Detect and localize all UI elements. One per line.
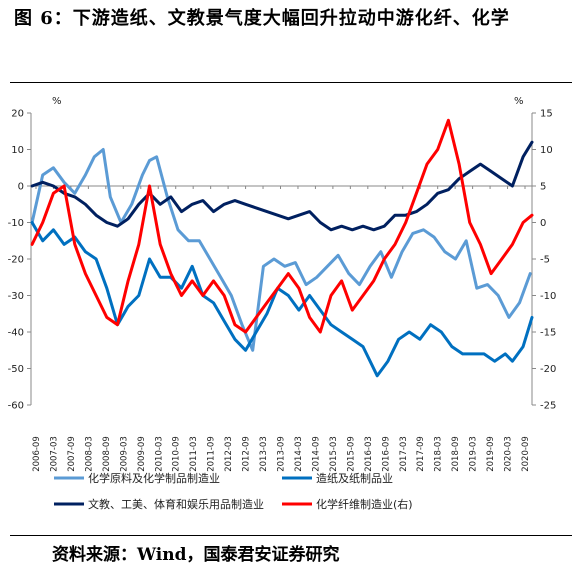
x-tick-label: 2016-03 <box>364 436 374 472</box>
series-line-3 <box>30 140 534 232</box>
left-tick-label: -30 <box>8 291 24 302</box>
x-tick-label: 2013-03 <box>259 436 269 472</box>
legend-label: 化学原料及化学制品制造业 <box>88 471 220 485</box>
x-tick-label: 2016-09 <box>381 436 391 472</box>
x-tick-label: 2009-09 <box>137 436 147 472</box>
line-chart: 20 10 0 -10 -20 -30 -40 -50 -60 15 10 5 0 -5 -10 -15 -20… <box>8 96 557 511</box>
right-tick-label: 15 <box>540 109 553 120</box>
x-tick-label: 2010-09 <box>172 436 182 472</box>
legend-label: 造纸及纸制品业 <box>316 471 393 485</box>
x-tick-label: 2015-09 <box>346 436 356 472</box>
x-tick-label: 2010-03 <box>154 436 164 472</box>
x-tick-label: 2012-03 <box>224 436 234 472</box>
right-tick-label: -25 <box>540 401 556 412</box>
x-tick-label: 2006-09 <box>32 436 42 472</box>
figure-source: 资料来源：Wind，国泰君安证券研究 <box>52 545 340 565</box>
x-tick-label: 2011-09 <box>207 436 217 472</box>
right-tick-label: -10 <box>540 291 556 302</box>
x-tick-label: 2008-09 <box>102 436 112 472</box>
x-tick-label: 2019-09 <box>486 436 496 472</box>
legend-label: 化学纤维制造业(右) <box>316 497 413 511</box>
x-tick-label: 2018-09 <box>451 436 461 472</box>
right-tick-label: 5 <box>540 182 546 193</box>
x-tick-label: 2008-03 <box>84 436 94 472</box>
x-tick-label: 2007-03 <box>49 436 59 472</box>
x-tick-label: 2019-03 <box>469 436 479 472</box>
left-tick-label: 10 <box>11 145 24 156</box>
right-tick-label: -5 <box>540 255 550 266</box>
series-line-2 <box>30 221 534 378</box>
x-tick-label: 2014-03 <box>294 436 304 472</box>
right-tick-label: 0 <box>540 218 546 229</box>
source-divider <box>10 535 572 536</box>
left-tick-label: 0 <box>18 182 24 193</box>
x-tick-label: 2014-09 <box>311 436 321 472</box>
series-line-4 <box>30 118 534 334</box>
x-tick-label: 2017-03 <box>399 436 409 472</box>
left-tick-label: -50 <box>8 364 24 375</box>
x-tick-label: 2020-03 <box>504 436 514 472</box>
x-tick-label: 2013-09 <box>277 436 287 472</box>
chart-axes: 20 10 0 -10 -20 -30 -40 -50 -60 15 10 5 0 -5 -10 -15 -20… <box>8 96 557 472</box>
title-divider <box>10 82 572 83</box>
left-unit-label: % <box>52 96 62 107</box>
x-tick-label: 2018-03 <box>434 436 444 472</box>
left-tick-label: -20 <box>8 255 24 266</box>
chart-series <box>30 118 534 378</box>
series-line-1 <box>30 148 532 352</box>
right-tick-label: 10 <box>540 145 553 156</box>
x-tick-label: 2011-03 <box>189 436 199 472</box>
x-tick-label: 2017-09 <box>416 436 426 472</box>
x-tick-label: 2015-03 <box>329 436 339 472</box>
x-tick-label: 2012-09 <box>242 436 252 472</box>
legend-label: 文教、工美、体育和娱乐用品制造业 <box>88 497 264 511</box>
right-tick-label: -20 <box>540 364 556 375</box>
right-unit-label: % <box>514 96 524 107</box>
x-tick-label: 2007-09 <box>67 436 77 472</box>
right-tick-label: -15 <box>540 328 556 339</box>
x-tick-label: 2009-03 <box>119 436 129 472</box>
left-tick-label: -60 <box>8 401 24 412</box>
figure-title: 图 6：下游造纸、文教景气度大幅回升拉动中游化纤、化学 <box>14 8 510 29</box>
left-tick-label: 20 <box>11 109 24 120</box>
x-tick-label: 2020-09 <box>521 436 531 472</box>
left-tick-label: -10 <box>8 218 24 229</box>
left-tick-label: -40 <box>8 328 24 339</box>
